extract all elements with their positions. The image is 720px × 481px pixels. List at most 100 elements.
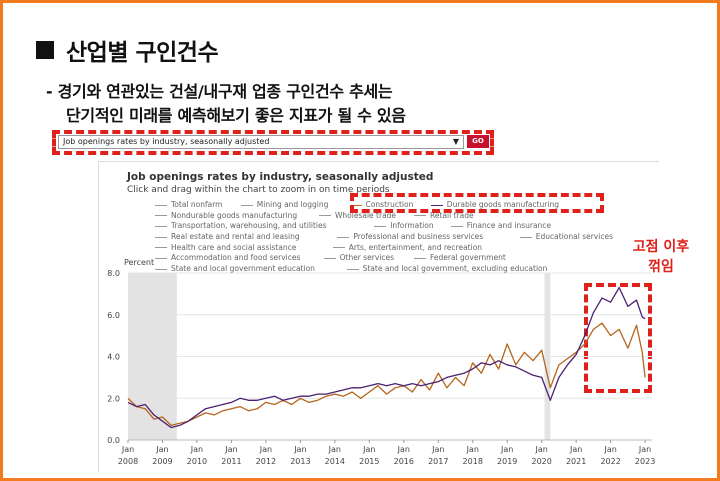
slide-title-group: 산업별 구인건수	[36, 33, 219, 67]
legend-item[interactable]: Real estate and rental and leasing	[155, 232, 300, 243]
annotation-line-1: 고점 이후	[632, 239, 690, 255]
bullet-line-2: 단기적인 미래를 예측해보기 좋은 지표가 될 수 있음	[66, 106, 406, 125]
x-tick-year: 2008	[118, 457, 138, 466]
legend-item[interactable]: Professional and business services	[337, 232, 483, 243]
y-tick-label: 8.0	[107, 269, 120, 278]
y-tick-label: 6.0	[107, 311, 120, 320]
x-tick-year: 2014	[325, 457, 345, 466]
go-button[interactable]: GO	[467, 135, 489, 148]
x-tick-year: 2018	[463, 457, 483, 466]
legend-label: Retail trade	[430, 210, 474, 220]
dataset-select-value: Job openings rates by industry, seasonal…	[63, 137, 270, 146]
legend-label: Arts, entertainment, and recreation	[348, 242, 483, 252]
legend-item[interactable]: Durable goods manufacturing	[430, 200, 559, 211]
legend-item[interactable]: State and local government, excluding ed…	[346, 264, 548, 275]
x-tick-year: 2013	[290, 457, 310, 466]
legend-item[interactable]: Nondurable goods manufacturing	[155, 211, 297, 222]
legend-swatch	[155, 215, 167, 217]
legend-item[interactable]: Transportation, warehousing, and utiliti…	[155, 221, 327, 232]
x-tick-month: Jan	[397, 445, 410, 454]
legend-swatch	[155, 268, 167, 270]
legend-item[interactable]: Other services	[323, 253, 395, 264]
y-axis-label: Percent	[124, 258, 154, 267]
legend-label: State and local government, excluding ed…	[362, 264, 548, 274]
legend-item[interactable]: Total nonfarm	[155, 200, 223, 211]
legend-swatch	[337, 236, 350, 238]
legend-label: Information	[390, 221, 434, 231]
legend-swatch	[332, 247, 345, 249]
x-tick-year: 2017	[428, 457, 448, 466]
legend-item[interactable]: Finance and insurance	[450, 221, 552, 232]
legend-swatch	[414, 215, 426, 217]
x-tick-month: Jan	[224, 445, 237, 454]
legend-item[interactable]: Federal government	[414, 253, 506, 264]
chart-legend: Total nonfarm Mining and logging Construct…	[155, 200, 635, 275]
x-tick-month: Jan	[293, 445, 306, 454]
legend-row: Transportation, warehousing, and utiliti…	[155, 221, 635, 232]
legend-label: Health care and social assistance	[171, 242, 297, 252]
x-tick-year: 2019	[497, 457, 517, 466]
legend-item[interactable]: Information	[374, 221, 434, 232]
legend-item[interactable]: State and local government education	[155, 264, 315, 275]
x-tick-year: 2012	[256, 457, 276, 466]
legend-label: Professional and business services	[353, 232, 484, 242]
legend-item[interactable]: Wholesale trade	[319, 211, 396, 222]
bullet-line-1: - 경기와 연관있는 건설/내구재 업종 구인건수 추세는	[46, 82, 393, 101]
legend-swatch	[374, 225, 387, 227]
legend-label: State and local government education	[171, 264, 315, 274]
x-tick-month: Jan	[466, 445, 479, 454]
legend-label: Nondurable goods manufacturing	[171, 210, 298, 220]
legend-item[interactable]: Construction	[349, 200, 414, 211]
legend-swatch	[346, 268, 359, 270]
legend-label: Durable goods manufacturing	[446, 200, 559, 209]
dataset-select[interactable]: Job openings rates by industry, seasonal…	[58, 135, 464, 149]
x-tick-month: Jan	[500, 445, 513, 454]
y-tick-label: 0.0	[107, 436, 120, 445]
chart-panel	[98, 161, 659, 472]
legend-highlight-box	[350, 193, 604, 213]
legend-item[interactable]: Accommodation and food services	[155, 253, 300, 264]
legend-item[interactable]: Mining and logging	[240, 200, 329, 211]
legend-swatch	[155, 225, 167, 227]
legend-label: Other services	[339, 253, 395, 263]
legend-item[interactable]: Educational services	[519, 232, 613, 243]
x-tick-year: 2011	[221, 457, 241, 466]
legend-label: Mining and logging	[256, 200, 329, 209]
legend-item[interactable]: Health care and social assistance	[155, 243, 296, 254]
legend-swatch	[240, 204, 253, 206]
chart-subtitle: Click and drag within the chart to zoom …	[127, 185, 390, 195]
legend-label: Federal government	[430, 253, 506, 263]
x-tick-month: Jan	[535, 445, 548, 454]
legend-label: Wholesale trade	[335, 210, 397, 220]
legend-swatch	[450, 225, 463, 227]
x-tick-month: Jan	[569, 445, 582, 454]
legend-label: Transportation, warehousing, and utiliti…	[171, 221, 327, 231]
legend-swatch	[155, 247, 167, 249]
legend-item[interactable]: Retail trade	[414, 211, 474, 222]
x-tick-year: 2010	[187, 457, 207, 466]
selector-highlight-box	[52, 130, 494, 155]
y-tick-label: 4.0	[107, 353, 120, 362]
legend-row: Total nonfarm Mining and logging Construct…	[155, 200, 635, 211]
x-tick-month: Jan	[328, 445, 341, 454]
x-tick-month: Jan	[362, 445, 375, 454]
peak-annotation: 고점 이후 꺾임	[626, 237, 696, 277]
series-line-construction[interactable]	[127, 322, 646, 427]
x-tick-month: Jan	[603, 445, 616, 454]
legend-label: Construction	[365, 200, 414, 209]
x-tick-month: Jan	[431, 445, 444, 454]
series-line-durable-goods-manufacturing[interactable]	[127, 286, 646, 429]
legend-row: Real estate and rental and leasing Profes…	[155, 232, 635, 243]
x-tick-year: 2023	[635, 457, 655, 466]
legend-label: Real estate and rental and leasing	[171, 232, 300, 242]
x-tick-month: Jan	[121, 445, 134, 454]
x-tick-year: 2009	[152, 457, 172, 466]
legend-item[interactable]: Arts, entertainment, and recreation	[332, 242, 483, 254]
chevron-down-icon: ▼	[452, 137, 459, 146]
legend-label: Finance and insurance	[466, 221, 552, 231]
annotation-line-2: 꺾임	[648, 259, 674, 275]
legend-row: Health care and social assistance Arts, e…	[155, 243, 635, 254]
legend-swatch	[319, 215, 331, 217]
